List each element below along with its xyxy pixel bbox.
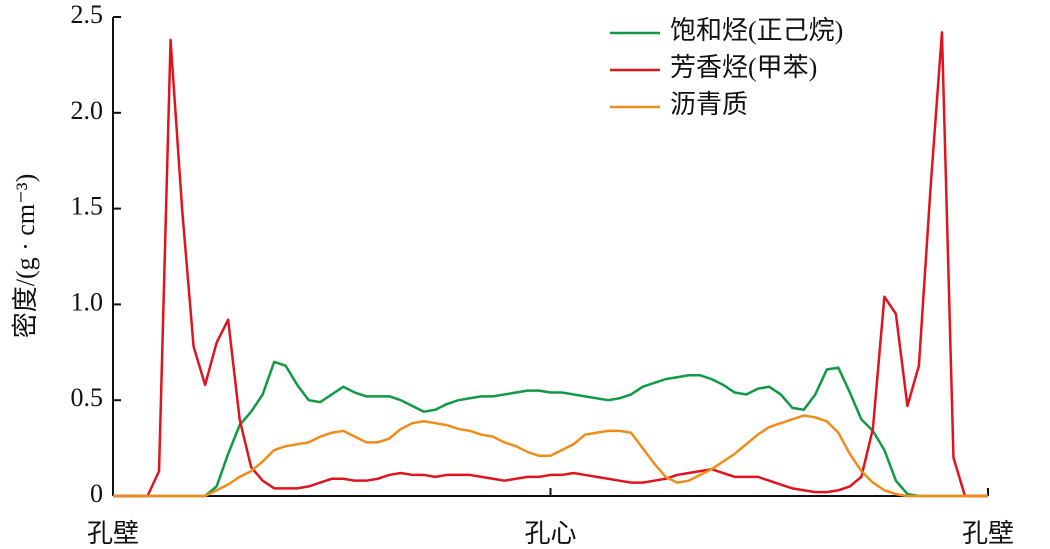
series-line: [113, 31, 988, 498]
y-tick-label: 2.5: [71, 0, 104, 29]
series-line: [113, 360, 988, 498]
legend-label: 饱和烃(正己烷): [670, 16, 843, 45]
legend-label: 芳香烃(甲苯): [670, 53, 817, 82]
x-tick-label: 孔心: [524, 519, 576, 548]
y-tick-label: 1.5: [71, 192, 104, 221]
series-line: [113, 414, 988, 498]
legend-label: 沥青质: [670, 90, 748, 119]
y-tick-label: 2.0: [71, 96, 104, 125]
x-tick-label: 孔壁: [87, 519, 139, 548]
x-tick-label: 孔壁: [962, 519, 1014, 548]
y-axis-label: 密度/(g · cm⁻³): [11, 174, 40, 338]
y-tick-label: 1.0: [71, 287, 104, 316]
y-tick-label: 0.5: [71, 383, 104, 412]
y-tick-label: 0: [90, 479, 103, 508]
